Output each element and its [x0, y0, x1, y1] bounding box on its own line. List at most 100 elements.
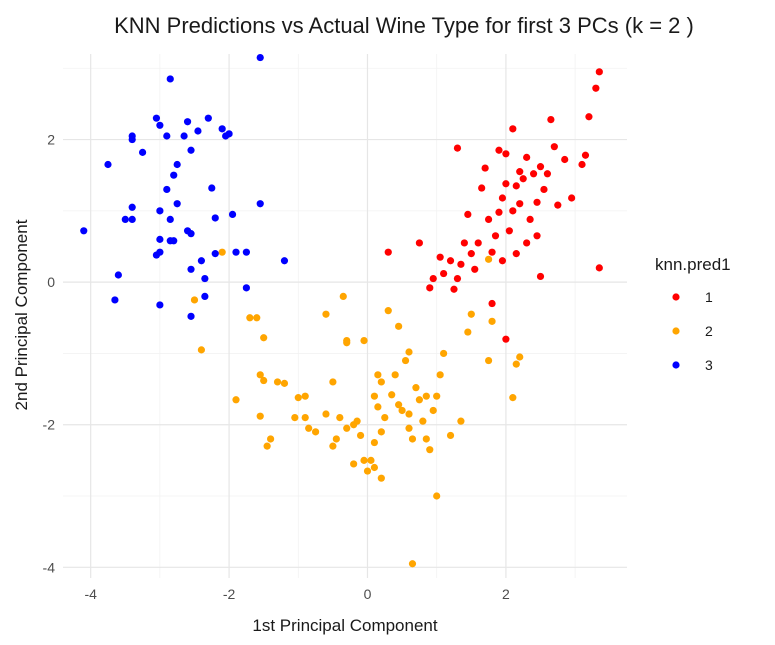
data-point: [166, 75, 174, 83]
data-point: [173, 160, 181, 169]
data-point: [80, 227, 88, 235]
legend-key-3: [672, 361, 680, 369]
data-point: [561, 155, 569, 164]
data-point: [166, 237, 174, 245]
legend-label-2: 2: [705, 323, 713, 339]
data-point: [440, 269, 448, 278]
data-point: [280, 379, 289, 387]
legend-items: 1 2 3: [672, 289, 713, 373]
data-point: [398, 406, 406, 415]
data-point: [194, 127, 202, 135]
data-point: [498, 257, 507, 265]
y-tick-label: -4: [43, 559, 56, 575]
data-point: [121, 215, 129, 223]
x-tick-label: -2: [223, 586, 236, 602]
data-point: [208, 184, 216, 192]
x-axis-title: 1st Principal Component: [252, 616, 437, 635]
data-point: [156, 121, 164, 129]
data-point: [512, 360, 520, 368]
series-2: [190, 248, 524, 568]
data-point: [332, 435, 340, 443]
data-point: [585, 113, 593, 121]
data-point: [450, 285, 458, 293]
data-point: [301, 392, 309, 400]
data-point: [481, 164, 489, 172]
data-point: [453, 274, 462, 283]
data-point: [391, 371, 399, 379]
x-tick-label: 2: [502, 586, 510, 602]
data-point: [512, 182, 520, 190]
data-point: [395, 401, 403, 409]
data-point: [405, 348, 413, 356]
data-point: [478, 184, 486, 192]
y-tick-label: -2: [43, 417, 56, 433]
data-point: [350, 460, 358, 468]
data-point: [356, 431, 365, 440]
data-point: [440, 349, 448, 358]
data-point: [232, 396, 240, 404]
data-point: [256, 412, 264, 420]
data-point: [128, 135, 136, 144]
data-point: [163, 132, 171, 140]
data-point: [197, 257, 206, 265]
data-point: [311, 428, 320, 436]
data-point: [242, 248, 250, 256]
data-point: [516, 353, 524, 361]
data-point: [197, 346, 206, 354]
data-point: [384, 307, 392, 315]
data-point: [405, 424, 413, 432]
data-point: [457, 417, 465, 425]
data-point: [547, 115, 555, 124]
data-point: [201, 292, 209, 300]
data-point: [540, 185, 548, 194]
data-point: [228, 210, 237, 219]
legend-label-1: 1: [705, 289, 713, 305]
data-point: [422, 392, 430, 400]
data-point: [138, 148, 147, 156]
data-point: [533, 232, 541, 240]
data-point: [433, 492, 441, 500]
data-point: [336, 413, 344, 422]
legend-key-1: [672, 293, 680, 301]
data-point: [273, 378, 282, 386]
data-point: [464, 210, 472, 219]
data-point: [471, 265, 479, 273]
data-point: [488, 317, 496, 325]
data-point: [526, 215, 534, 223]
data-point: [595, 68, 603, 76]
data-point: [512, 250, 520, 258]
data-point: [256, 371, 264, 379]
data-point: [204, 114, 212, 122]
data-point: [301, 413, 309, 422]
data-point: [533, 198, 541, 206]
data-point: [377, 428, 385, 436]
data-point: [502, 180, 510, 188]
data-point: [343, 339, 351, 347]
x-axis-tick-labels: -4 -2 0 2: [84, 586, 510, 602]
data-point: [408, 435, 417, 443]
data-point: [502, 335, 510, 343]
data-point: [436, 371, 444, 379]
data-point: [536, 163, 545, 171]
data-point: [180, 132, 188, 140]
data-point: [595, 264, 603, 272]
data-point: [484, 255, 493, 263]
legend-key-2: [672, 327, 680, 335]
grid-major: [63, 54, 627, 578]
data-point: [453, 144, 462, 152]
data-point: [114, 271, 122, 279]
data-point: [498, 194, 507, 202]
data-point: [163, 185, 171, 194]
grid-minor: [63, 54, 627, 578]
data-point: [166, 215, 174, 223]
y-axis-tick-labels: -4 -2 0 2: [43, 132, 56, 576]
data-point: [523, 239, 531, 247]
data-point: [367, 456, 375, 464]
legend-title: knn.pred1: [655, 255, 731, 274]
data-point: [429, 274, 437, 283]
data-point: [128, 215, 136, 223]
data-point: [592, 84, 600, 92]
data-point: [495, 208, 503, 216]
data-point: [484, 356, 493, 365]
